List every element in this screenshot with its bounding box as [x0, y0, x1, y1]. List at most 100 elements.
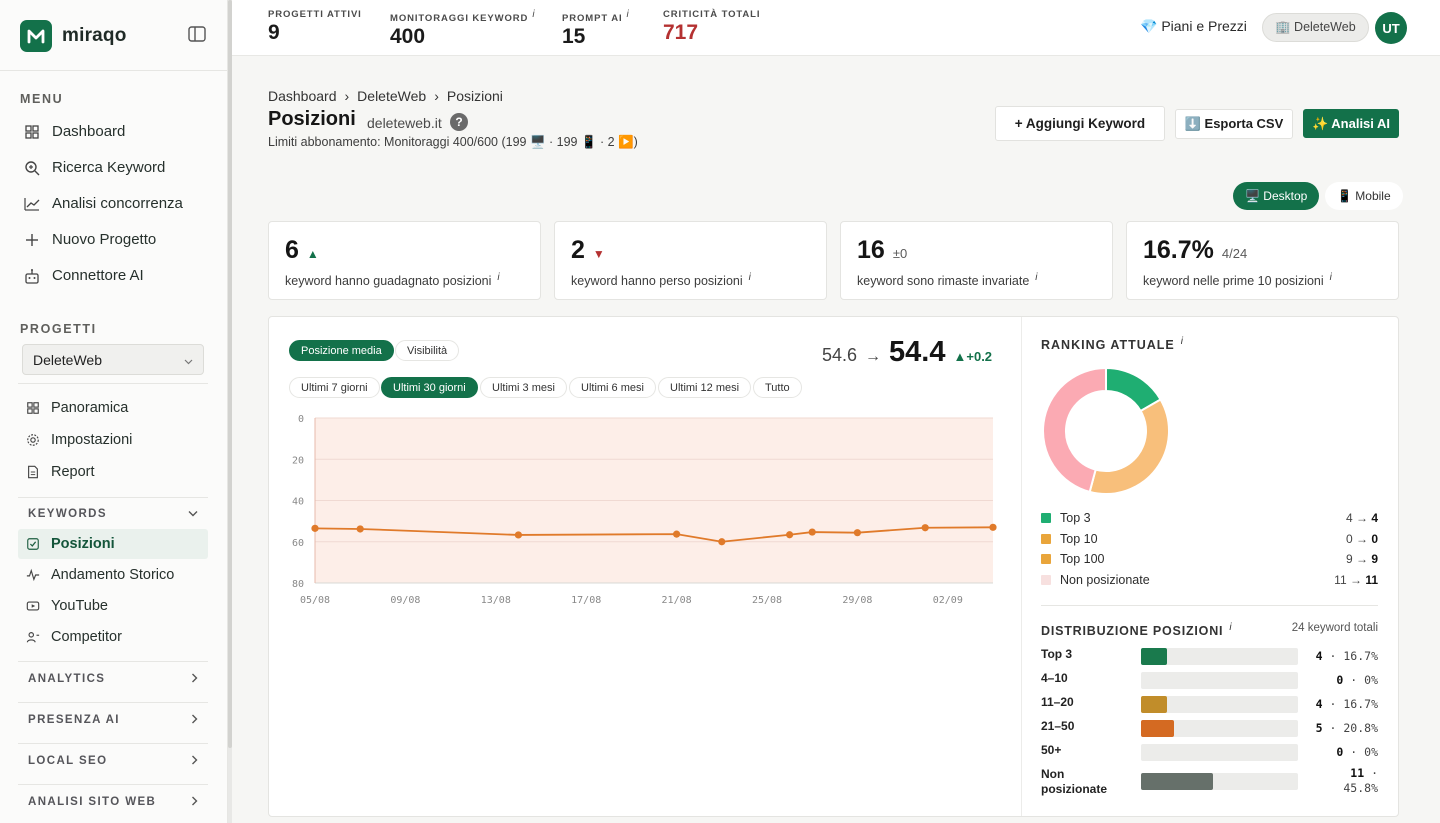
- range-tab[interactable]: Ultimi 6 mesi: [569, 377, 656, 398]
- distribution-percent: 16.7%: [1343, 649, 1378, 663]
- data-point[interactable]: [311, 524, 319, 532]
- range-tab[interactable]: Ultimi 12 mesi: [658, 377, 752, 398]
- sidebar-item-panoramica[interactable]: Panoramica: [18, 393, 208, 423]
- metric-tab[interactable]: Posizione media: [289, 340, 394, 361]
- sidebar-item-label: Impostazioni: [51, 432, 133, 448]
- sidebar-item-nuovo-progetto[interactable]: Nuovo Progetto: [18, 224, 208, 255]
- section-keywords[interactable]: KEYWORDS: [18, 499, 208, 529]
- kpi-card: 6 ▲ keyword hanno guadagnato posizioni i: [268, 221, 541, 300]
- ai-analysis-button[interactable]: ✨ Analisi AI: [1303, 109, 1399, 138]
- separator: ·: [1364, 766, 1378, 780]
- page-title: Posizioni: [268, 108, 356, 130]
- range-tab[interactable]: Tutto: [753, 377, 802, 398]
- add-keyword-button[interactable]: + Aggiungi Keyword: [995, 106, 1165, 141]
- average-position-summary: 54.6 → 54.4 ▲+0.2: [822, 336, 992, 369]
- sidebar-item-analisi-concorrenza[interactable]: Analisi concorrenza: [18, 188, 208, 219]
- grid-icon: [26, 401, 40, 415]
- distribution-total: 24 keyword totali: [1291, 622, 1378, 634]
- sidebar-item-report[interactable]: Report: [18, 457, 208, 487]
- legend-from: 4: [1345, 511, 1353, 525]
- info-icon[interactable]: i: [532, 9, 536, 20]
- distribution-count-value: 5: [1315, 721, 1323, 735]
- data-point[interactable]: [989, 523, 997, 531]
- sidebar-item-connettore-ai[interactable]: Connettore AI: [18, 260, 208, 291]
- donut-slice[interactable]: [1088, 398, 1170, 495]
- distribution-percent: 45.8%: [1343, 781, 1378, 795]
- export-csv-button[interactable]: ⬇️ Esporta CSV: [1175, 109, 1293, 139]
- sidebar-item-competitor[interactable]: Competitor: [18, 622, 208, 652]
- info-icon[interactable]: i: [1035, 272, 1038, 283]
- distribution-count: 5 · 20.8%: [1300, 721, 1378, 735]
- sidebar-divider: [18, 497, 208, 498]
- sidebar-item-ricerca-keyword[interactable]: Ricerca Keyword: [18, 152, 208, 183]
- stat-label: PROGETTI ATTIVI: [268, 9, 362, 20]
- sidebar-scrollbar-thumb[interactable]: [228, 0, 232, 748]
- sidebar-item-andamento-storico[interactable]: Andamento Storico: [18, 560, 208, 590]
- data-point[interactable]: [673, 530, 681, 538]
- distribution-bar-track: [1141, 773, 1298, 790]
- stat-label: CRITICITÀ TOTALI: [663, 9, 761, 20]
- legend-change: 9 → 9: [1346, 552, 1378, 566]
- sidebar-toggle-icon[interactable]: [188, 26, 208, 44]
- range-tab[interactable]: Ultimi 30 giorni: [381, 377, 478, 398]
- brand[interactable]: miraqo: [20, 20, 127, 52]
- distribution-count-value: 0: [1336, 745, 1344, 759]
- top-bar: PROGETTI ATTIVI 9 MONITORAGGI KEYWORD i 4…: [232, 0, 1440, 56]
- sidebar-item-label: Report: [51, 464, 95, 480]
- info-icon[interactable]: i: [1229, 622, 1233, 633]
- separator: ·: [1322, 721, 1344, 735]
- breadcrumb-item[interactable]: DeleteWeb: [357, 88, 427, 104]
- info-icon[interactable]: i: [1329, 272, 1332, 283]
- breadcrumb-item[interactable]: Dashboard: [268, 88, 337, 104]
- account-switch-button[interactable]: 🏢 DeleteWeb: [1262, 13, 1369, 42]
- project-select[interactable]: DeleteWeb: [22, 344, 204, 375]
- plus-icon: [24, 232, 40, 248]
- projects-label: PROGETTI: [20, 322, 97, 336]
- data-point[interactable]: [514, 531, 522, 539]
- distribution-label: 4–10: [1041, 671, 1068, 685]
- sidebar-item-impostazioni[interactable]: Impostazioni: [18, 425, 208, 455]
- separator: ·: [1343, 673, 1365, 687]
- logo-icon: [20, 20, 52, 52]
- range-tab[interactable]: Ultimi 7 giorni: [289, 377, 380, 398]
- range-tab[interactable]: Ultimi 3 mesi: [480, 377, 567, 398]
- plans-link[interactable]: 💎 Piani e Prezzi: [1140, 18, 1247, 34]
- data-point[interactable]: [853, 529, 862, 537]
- data-point[interactable]: [718, 538, 726, 546]
- metric-tab[interactable]: Visibilità: [395, 340, 460, 361]
- data-point[interactable]: [356, 525, 364, 533]
- data-point[interactable]: [786, 531, 794, 539]
- section-analisi-sito-web[interactable]: ANALISI SITO WEB: [18, 787, 208, 817]
- info-icon[interactable]: i: [497, 272, 500, 283]
- section-local-seo[interactable]: LOCAL SEO: [18, 746, 208, 776]
- legend-swatch: [1041, 574, 1051, 585]
- avatar[interactable]: UT: [1375, 12, 1407, 44]
- section-analytics[interactable]: ANALYTICS: [18, 664, 208, 694]
- device-desktop-toggle[interactable]: 🖥️ Desktop: [1233, 182, 1320, 210]
- sidebar-item-posizioni[interactable]: Posizioni: [18, 529, 208, 559]
- section-label: LOCAL SEO: [28, 755, 108, 767]
- distribution-count: 4 · 16.7%: [1300, 649, 1378, 663]
- info-icon[interactable]: i: [626, 9, 630, 20]
- distribution-count-value: 4: [1315, 649, 1323, 663]
- distribution-count: 11 · 45.8%: [1300, 766, 1378, 796]
- legend-label: Top 3: [1060, 511, 1091, 525]
- section-presenza-ai[interactable]: PRESENZA AI: [18, 705, 208, 735]
- sidebar-item-dashboard[interactable]: Dashboard: [18, 116, 208, 147]
- donut-slice[interactable]: [1042, 366, 1107, 494]
- separator: ·: [1343, 745, 1365, 759]
- sidebar-item-youtube[interactable]: YouTube: [18, 591, 208, 621]
- data-point[interactable]: [921, 524, 929, 532]
- distribution-percent: 20.8%: [1343, 721, 1378, 735]
- legend-from: 11: [1334, 572, 1347, 587]
- info-icon[interactable]: i: [1180, 336, 1184, 347]
- sidebar-item-label: Andamento Storico: [51, 567, 175, 583]
- stat-keyword-monitoring: MONITORAGGI KEYWORD i 400: [390, 9, 535, 49]
- data-point[interactable]: [808, 528, 816, 536]
- kpi-suffix: 4/24: [1221, 246, 1248, 261]
- kpi-value-row: 6 ▲: [285, 236, 319, 265]
- panel-divider: [1021, 317, 1022, 816]
- info-icon[interactable]: i: [748, 272, 751, 283]
- help-icon[interactable]: ?: [450, 113, 468, 131]
- device-mobile-toggle[interactable]: 📱 Mobile: [1325, 182, 1403, 210]
